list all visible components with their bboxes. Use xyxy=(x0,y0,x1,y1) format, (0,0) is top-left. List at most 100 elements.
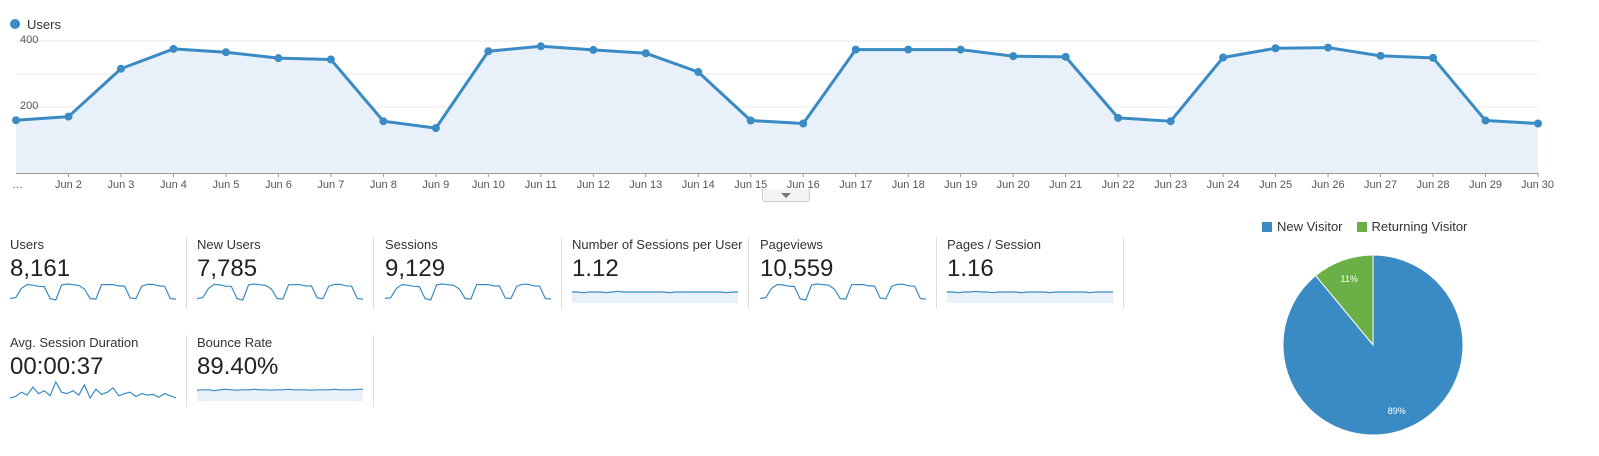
metric-pages-per-session[interactable]: Pages / Session 1.16 xyxy=(947,237,1124,309)
x-tick-label: Jun 11 xyxy=(525,179,557,191)
data-point[interactable] xyxy=(1534,119,1542,128)
x-tick-label: Jun 5 xyxy=(212,179,239,191)
data-points[interactable] xyxy=(12,42,1542,133)
x-tick-label: Jun 22 xyxy=(1102,179,1135,191)
metric-label: Users xyxy=(10,237,44,252)
data-point[interactable] xyxy=(1009,52,1018,61)
chart-collapse-toggle[interactable] xyxy=(762,189,810,202)
pie-slice-new-visitor[interactable] xyxy=(1282,254,1464,436)
sparkline-line xyxy=(947,290,1113,294)
sparkline-line xyxy=(385,283,551,301)
data-point[interactable] xyxy=(12,116,20,125)
data-point[interactable] xyxy=(851,45,860,54)
chart-legend[interactable]: Users xyxy=(10,17,61,32)
pie-slice-label: 11% xyxy=(1341,274,1358,284)
sparkline xyxy=(197,283,363,301)
area-fill xyxy=(16,46,1538,173)
data-point[interactable] xyxy=(589,45,598,54)
metric-bounce-rate[interactable]: Bounce Rate 89.40% xyxy=(197,335,374,407)
x-tick-label: Jun 29 xyxy=(1469,179,1502,191)
x-tick-label: Jun 19 xyxy=(944,179,977,191)
x-tick-label: Jun 17 xyxy=(839,179,872,191)
data-point[interactable] xyxy=(221,48,230,57)
data-point[interactable] xyxy=(1219,53,1228,62)
legend-new-visitor[interactable]: New Visitor xyxy=(1262,219,1343,234)
sparkline-line xyxy=(197,283,363,301)
x-tick-label: Jun 14 xyxy=(682,179,715,191)
data-point[interactable] xyxy=(799,119,808,128)
data-point[interactable] xyxy=(904,45,913,54)
legend-users-swatch xyxy=(10,19,20,29)
metric-label: Bounce Rate xyxy=(197,335,273,350)
metric-avg-session-duration[interactable]: Avg. Session Duration 00:00:37 xyxy=(10,335,187,407)
x-tick-label: Jun 10 xyxy=(472,179,505,191)
data-point[interactable] xyxy=(1376,51,1385,60)
legend-users-label: Users xyxy=(27,17,61,32)
x-tick-label: Jun 23 xyxy=(1154,179,1187,191)
x-tick-label: Jun 7 xyxy=(317,179,344,191)
data-point[interactable] xyxy=(484,47,493,56)
data-point[interactable] xyxy=(1481,116,1490,125)
sparkline xyxy=(947,290,1113,303)
x-tick-label: Jun 12 xyxy=(577,179,610,191)
metric-label: Pageviews xyxy=(760,237,823,252)
data-point[interactable] xyxy=(116,64,125,73)
x-tick-label: Jun 3 xyxy=(108,179,135,191)
x-tick-label: … xyxy=(12,179,23,191)
data-point[interactable] xyxy=(431,124,440,133)
x-tick-label: Jun 15 xyxy=(734,179,767,191)
x-tick-label: Jun 21 xyxy=(1049,179,1082,191)
data-point[interactable] xyxy=(274,54,283,63)
sparkline-area xyxy=(947,291,1113,303)
x-tick-label: Jun 4 xyxy=(160,179,187,191)
legend-returning-visitor[interactable]: Returning Visitor xyxy=(1356,219,1467,234)
sparkline-line xyxy=(197,388,363,392)
data-point[interactable] xyxy=(1114,113,1123,122)
sparkline-area xyxy=(572,291,738,303)
data-point[interactable] xyxy=(1324,43,1333,52)
metric-label: Avg. Session Duration xyxy=(10,335,139,350)
sparkline xyxy=(10,283,176,301)
x-tick-label: Jun 16 xyxy=(787,179,820,191)
metric-users[interactable]: Users 8,161 xyxy=(10,237,187,309)
metric-label: New Users xyxy=(197,237,261,252)
metric-sessions-per-user[interactable]: Number of Sessions per User 1.12 xyxy=(572,237,749,309)
data-point[interactable] xyxy=(956,45,965,54)
data-point[interactable] xyxy=(536,42,545,51)
data-point[interactable] xyxy=(1061,52,1070,61)
data-point[interactable] xyxy=(641,49,650,58)
x-tick-label: Jun 9 xyxy=(422,179,449,191)
data-point[interactable] xyxy=(64,112,73,121)
data-point[interactable] xyxy=(1166,117,1175,126)
visitor-pie-chart: 11% 89% xyxy=(1282,254,1464,436)
data-point[interactable] xyxy=(746,116,755,125)
x-tick-label: Jun 20 xyxy=(997,179,1030,191)
metric-label: Number of Sessions per User xyxy=(572,237,743,252)
sparkline xyxy=(572,290,738,303)
sparkline-line xyxy=(10,380,176,400)
data-point[interactable] xyxy=(1271,44,1280,53)
metric-value: 8,161 xyxy=(10,255,71,282)
y-axis-ticks: 200 400 xyxy=(20,34,38,112)
data-point[interactable] xyxy=(169,44,178,53)
metric-value: 1.16 xyxy=(947,255,994,282)
metric-value: 00:00:37 xyxy=(10,353,104,380)
pie-legend[interactable]: New Visitor Returning Visitor xyxy=(1262,219,1467,234)
metric-sessions[interactable]: Sessions 9,129 xyxy=(385,237,562,309)
data-point[interactable] xyxy=(326,55,335,64)
series-line xyxy=(15,44,1539,130)
data-point[interactable] xyxy=(379,117,388,126)
metric-pageviews[interactable]: Pageviews 10,559 xyxy=(760,237,937,309)
x-tick-label: Jun 24 xyxy=(1207,179,1240,191)
data-point[interactable] xyxy=(694,68,703,77)
data-point[interactable] xyxy=(1429,53,1438,62)
legend-swatch xyxy=(1356,221,1367,232)
y-tick-label: 400 xyxy=(20,34,38,46)
x-tick-label: Jun 8 xyxy=(370,179,397,191)
metric-value: 9,129 xyxy=(385,255,446,282)
x-tick-label: Jun 6 xyxy=(265,179,292,191)
metric-value: 89.40% xyxy=(197,353,279,380)
metric-label: Sessions xyxy=(385,237,438,252)
metric-new-users[interactable]: New Users 7,785 xyxy=(197,237,374,309)
legend-swatch xyxy=(1262,221,1272,232)
